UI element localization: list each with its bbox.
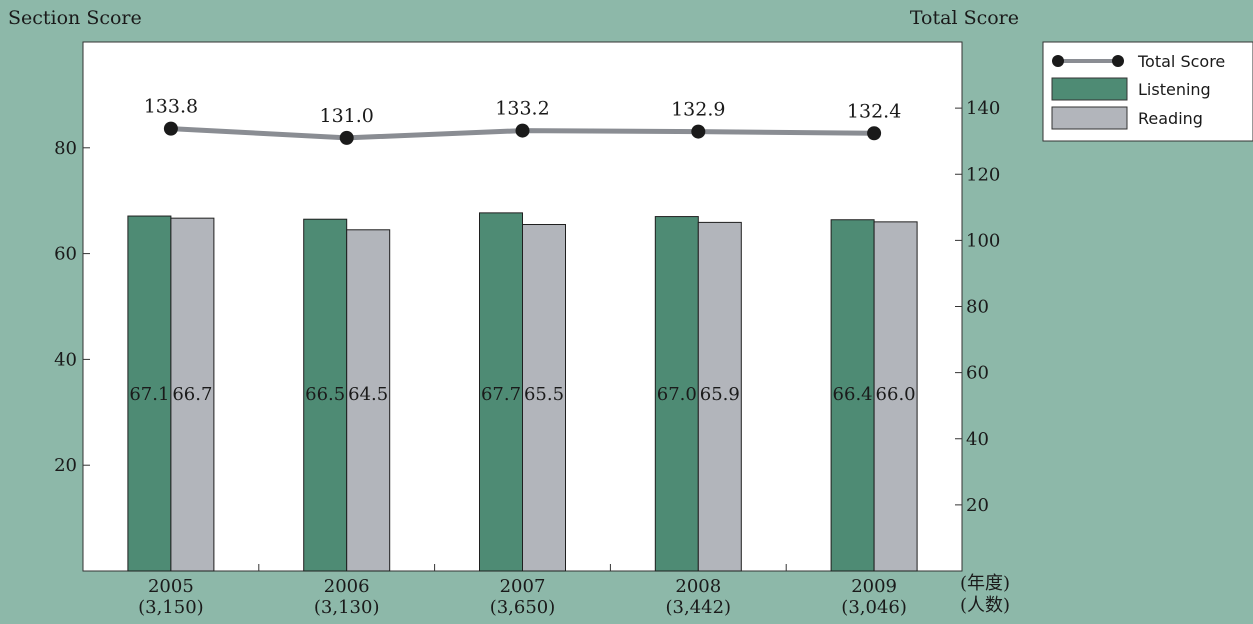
right-axis: 20 40 60 80 100 120 140	[955, 98, 1000, 516]
left-tick-label: 60	[54, 244, 77, 265]
legend-swatch-reading	[1051, 106, 1128, 130]
left-tick-label: 40	[54, 349, 77, 370]
left-tick-label: 20	[54, 455, 77, 476]
bar-listening	[127, 215, 172, 572]
right-tick-label: 100	[966, 230, 1000, 251]
bar-listening	[830, 219, 875, 572]
bar-listening	[303, 218, 348, 572]
bar-value-label: 66.7	[172, 384, 212, 405]
total-score-value-label: 131.0	[319, 105, 373, 127]
left-axis-title: Section Score	[8, 7, 142, 29]
right-tick-label: 20	[966, 495, 989, 516]
total-score-value-label: 132.9	[671, 99, 725, 121]
bars: 67.1 66.7 66.5 64.5 67.7 65.5 67.0 65.9 66.4 66.0	[127, 212, 918, 572]
right-tick-label: 140	[966, 98, 1000, 119]
bar-reading	[346, 229, 391, 572]
right-tick-label: 120	[966, 164, 1000, 185]
legend: Total Score Listening Reading	[1042, 41, 1253, 142]
total-score-value-label: 133.2	[495, 98, 549, 120]
total-score-point	[515, 123, 530, 138]
left-tick-label: 80	[54, 138, 77, 159]
bar-reading	[170, 217, 215, 572]
bar-reading	[873, 221, 918, 572]
legend-swatch-listening	[1051, 77, 1128, 101]
bar-reading	[522, 224, 566, 572]
bar-value-label: 67.7	[481, 384, 521, 405]
x-count-label: (3,046)	[841, 597, 907, 618]
total-score-point	[867, 126, 882, 141]
legend-label-total: Total Score	[1137, 52, 1225, 71]
right-tick-label: 80	[966, 297, 989, 318]
legend-line-marker	[1052, 55, 1064, 67]
x-axis: 2005(3,150)2006(3,130)2007(3,650)2008(3,…	[138, 564, 907, 618]
total-score-line: 133.8 131.0 133.2 132.9 132.4	[144, 96, 901, 145]
right-tick-label: 60	[966, 363, 989, 384]
total-score-point	[339, 130, 354, 145]
bar-value-label: 64.5	[348, 384, 388, 405]
bar-value-label: 65.9	[700, 384, 740, 405]
x-count-label: (3,130)	[314, 597, 380, 618]
x-tick-label: 2005	[148, 576, 194, 597]
total-score-value-label: 133.8	[144, 96, 198, 118]
x-count-label: (3,150)	[138, 597, 204, 618]
x-count-label: (3,650)	[490, 597, 556, 618]
x-tick-label: 2006	[324, 576, 370, 597]
x-unit-label-count: (人数)	[960, 595, 1010, 616]
x-count-label: (3,442)	[666, 597, 732, 618]
right-tick-label: 40	[966, 429, 989, 450]
x-unit-label-year: (年度)	[960, 573, 1010, 594]
left-axis: 20 40 60 80	[54, 138, 90, 476]
right-axis-title: Total Score	[910, 7, 1019, 29]
bar-reading	[697, 221, 742, 572]
total-score-value-label: 132.4	[847, 100, 901, 122]
x-tick-label: 2007	[500, 576, 546, 597]
x-tick-label: 2009	[851, 576, 897, 597]
total-score-point	[691, 124, 706, 139]
bar-value-label: 65.5	[524, 384, 564, 405]
bar-listening	[479, 212, 523, 572]
bar-value-label: 67.1	[129, 384, 169, 405]
bar-value-label: 67.0	[657, 384, 697, 405]
bar-value-label: 66.0	[876, 384, 916, 405]
legend-label-reading: Reading	[1138, 109, 1203, 128]
legend-line-marker	[1112, 55, 1124, 67]
bar-value-label: 66.5	[305, 384, 345, 405]
bar-value-label: 66.4	[833, 384, 873, 405]
bar-listening	[654, 216, 699, 572]
x-tick-label: 2008	[675, 576, 721, 597]
legend-label-listening: Listening	[1138, 80, 1211, 99]
total-score-point	[163, 121, 178, 136]
